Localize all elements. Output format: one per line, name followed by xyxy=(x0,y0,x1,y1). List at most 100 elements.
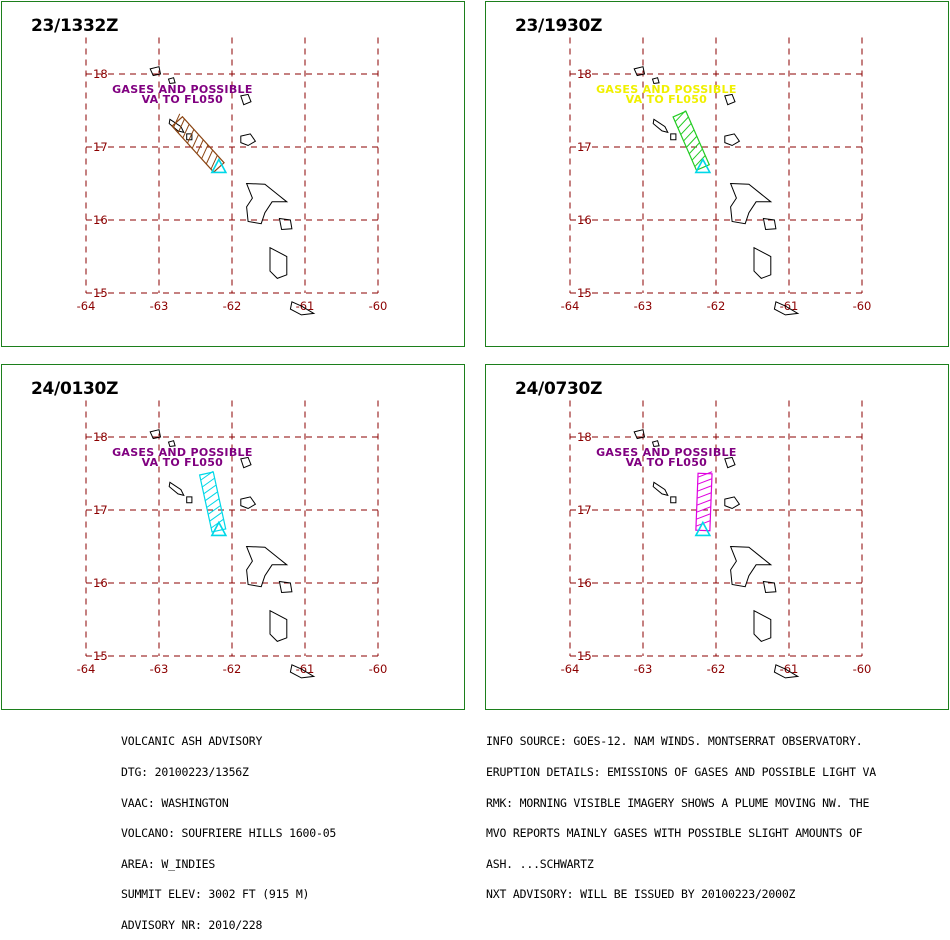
island-st-martin xyxy=(633,429,646,440)
ash-plume xyxy=(672,110,711,172)
island-st-martin xyxy=(149,429,162,440)
advisory-line: ADVISORY NR: 2010/228 xyxy=(121,917,263,932)
plume-hatch xyxy=(674,110,686,123)
map-panel-3: -64 -63 -62 -61 -60 18 17 16 15 GASES AND POSSIBL… xyxy=(1,364,465,710)
advisory-line: AREA: W_INDIES xyxy=(121,856,216,871)
island-barbuda xyxy=(240,93,252,106)
island-dominica xyxy=(753,246,772,279)
lon-tick-label: -62 xyxy=(223,662,242,676)
island-st-kitts xyxy=(652,481,669,497)
plume-hatch xyxy=(207,505,221,515)
island-nevis xyxy=(670,496,677,504)
lon-tick-label: -64 xyxy=(561,299,580,313)
annotation-line-1: GASES AND POSSIBLE xyxy=(596,446,737,459)
advisory-line: ERUPTION DETAILS: EMISSIONS OF GASES AND… xyxy=(486,765,876,779)
map-panel-1: -64 -63 -62 -61 -60 18 17 16 15 GASES AND POSSIBL… xyxy=(1,1,465,347)
plume-hatch xyxy=(696,499,712,506)
plume-hatch xyxy=(187,129,195,144)
plume-outline xyxy=(198,471,227,533)
island-dominica xyxy=(269,609,288,642)
lat-tick-label: 16 xyxy=(577,576,592,590)
plume-outline xyxy=(171,115,225,173)
lat-tick-label: 16 xyxy=(577,213,592,227)
lat-tick-label: 17 xyxy=(577,140,592,154)
volcano-vent-marker xyxy=(694,157,712,174)
ash-plume xyxy=(198,470,227,533)
map-canvas: -64 -63 -62 -61 -60 18 17 16 15 GASES AND POSSIBL… xyxy=(561,400,871,679)
plume-hatch xyxy=(206,498,220,508)
island-martinique xyxy=(773,301,800,316)
advisory-line: VOLCANIC ASH ADVISORY xyxy=(121,734,263,749)
lat-tick-label: 17 xyxy=(93,503,108,517)
plume-hatch xyxy=(697,485,712,492)
plume-hatch xyxy=(203,484,217,495)
plume-hatch xyxy=(210,155,218,170)
island-st-barthelemy xyxy=(167,440,176,448)
island-guadeloupe xyxy=(245,545,289,588)
advisory-line: SUMMIT ELEV: 3002 FT (915 M) xyxy=(121,887,310,902)
island-antigua xyxy=(240,133,257,147)
island-marie-galante xyxy=(278,580,293,594)
plume-outline xyxy=(695,472,713,532)
lat-tick-label: 15 xyxy=(577,649,592,663)
lon-tick-label: -61 xyxy=(780,299,799,313)
island-st-kitts xyxy=(652,118,669,134)
plume-hatch xyxy=(694,155,706,167)
advisory-line: INFO SOURCE: GOES-12. NAM WINDS. MONTSER… xyxy=(486,734,863,749)
island-nevis xyxy=(186,133,193,141)
advisory-line: MVO REPORTS MAINLY GASES WITH POSSIBLE S… xyxy=(486,826,863,841)
map-canvas: -64 -63 -62 -61 -60 18 17 16 15 GASES AND POSSIBL… xyxy=(77,400,387,679)
island-st-barthelemy xyxy=(651,440,660,448)
advisory-header-text: VOLCANIC ASH ADVISORY DTG: 20100223/1356… xyxy=(121,716,336,940)
plume-hatch xyxy=(204,491,218,502)
island-nevis xyxy=(186,496,193,504)
island-barbuda xyxy=(724,93,736,106)
advisory-line: DTG: 20100223/1356Z xyxy=(121,765,249,779)
ash-plume xyxy=(695,471,713,532)
island-dominica xyxy=(269,246,288,279)
island-antigua xyxy=(724,496,741,510)
plume-hatch xyxy=(196,139,204,154)
plume-hatch xyxy=(191,134,200,149)
plume-hatch xyxy=(200,470,214,481)
map-canvas: -64 -63 -62 -61 -60 18 17 16 15 GASES AND POSSIBL… xyxy=(561,37,872,316)
lat-tick-label: 17 xyxy=(577,503,592,517)
island-st-barthelemy xyxy=(651,77,660,85)
lon-tick-label: -60 xyxy=(853,299,872,313)
lat-tick-label: 18 xyxy=(577,67,592,81)
volcano-vent-marker xyxy=(694,520,712,537)
lon-tick-label: -64 xyxy=(561,662,580,676)
lon-tick-label: -63 xyxy=(150,299,169,313)
plume-hatch xyxy=(201,144,209,159)
plume-hatch xyxy=(680,123,692,135)
island-barbuda xyxy=(240,456,252,469)
lon-tick-label: -61 xyxy=(296,662,315,676)
volcano-vent-marker xyxy=(210,157,228,174)
island-st-kitts xyxy=(168,118,185,134)
island-barbuda xyxy=(724,456,736,469)
advisory-line: VOLCANO: SOUFRIERE HILLS 1600-05 xyxy=(121,826,337,841)
map-panel-2: -64 -63 -62 -61 -60 18 17 16 15 GASES AND POSSIBL… xyxy=(485,1,949,347)
lat-tick-label: 16 xyxy=(93,576,108,590)
panel-time: 24/0130Z xyxy=(31,379,119,399)
plume-hatch xyxy=(201,477,215,488)
annotation-line-2: VA TO FL050 xyxy=(142,456,224,469)
annotation-line-2: VA TO FL050 xyxy=(626,456,708,469)
island-nevis xyxy=(670,133,677,141)
lon-tick-label: -64 xyxy=(77,299,96,313)
plume-hatch xyxy=(686,135,698,148)
panel-time: 24/0730Z xyxy=(515,379,603,399)
island-st-kitts xyxy=(168,481,185,497)
map-panel-4: -64 -63 -62 -61 -60 18 17 16 15 GASES AND POSSIBL… xyxy=(485,364,949,710)
advisory-line: NXT ADVISORY: WILL BE ISSUED BY 20100223… xyxy=(486,887,796,902)
advisory-line: RMK: MORNING VISIBLE IMAGERY SHOWS A PLU… xyxy=(486,795,870,810)
plume-hatch xyxy=(696,492,712,499)
lon-tick-label: -61 xyxy=(296,299,315,313)
lat-tick-label: 18 xyxy=(577,430,592,444)
volcano-vent-marker xyxy=(210,520,228,537)
ash-plume xyxy=(171,113,225,173)
map-canvas: -64 -63 -62 -61 -60 18 17 16 15 GASES AND POSSIBL… xyxy=(77,37,387,316)
island-antigua xyxy=(240,496,257,510)
island-guadeloupe xyxy=(245,182,289,225)
island-antigua xyxy=(724,133,741,147)
